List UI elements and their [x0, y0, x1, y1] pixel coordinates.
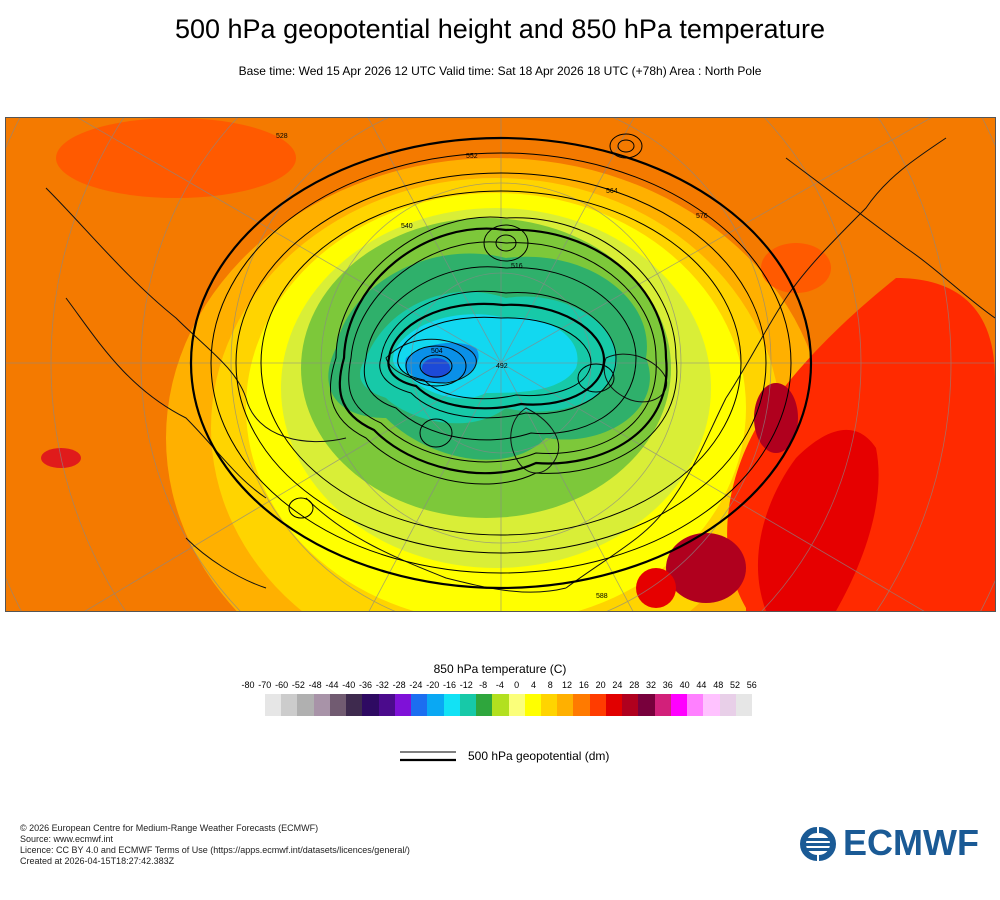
source-text: Source: www.ecmwf.int	[20, 834, 114, 844]
colorbar-swatch	[476, 694, 493, 716]
colorbar-swatch	[427, 694, 444, 716]
legend-tick-label: 52	[729, 680, 741, 690]
colorbar-swatch	[394, 694, 412, 716]
colorbar-swatch	[524, 694, 541, 716]
contour-label: 552	[466, 153, 478, 160]
contour-label: 504	[431, 348, 443, 355]
temp-region	[754, 383, 798, 453]
colorbar-swatch	[378, 694, 395, 716]
legend-tick-label: -32	[375, 680, 389, 690]
colorbar-swatch	[573, 694, 590, 716]
legend-tick-label: -24	[409, 680, 423, 690]
page-subtitle: Base time: Wed 15 Apr 2026 12 UTC Valid …	[238, 64, 762, 78]
legend-tick-label: 40	[679, 680, 690, 690]
legend-tick-label: 32	[646, 680, 657, 690]
colorbar-swatch	[346, 694, 363, 716]
licence-text: Licence: CC BY 4.0 and ECMWF Terms of Us…	[20, 845, 410, 855]
legend-tick-label: 28	[629, 680, 640, 690]
contour-label: 528	[276, 133, 288, 140]
legend-tick-label: 20	[595, 680, 606, 690]
contour-label: 516	[511, 263, 523, 270]
legend-tick-label: 4	[530, 680, 536, 690]
legend-tick-label: 0	[514, 680, 520, 690]
contour-key: 500 hPa geopotential (dm)	[400, 748, 700, 768]
forecast-map[interactable]: 528 552 576 564 540 516 504 588 492	[5, 117, 996, 612]
colorbar-swatch	[540, 694, 558, 716]
contour-label: 564	[606, 188, 618, 195]
colorbar-swatch	[281, 694, 298, 716]
contour-label: 492	[496, 363, 508, 370]
colorbar-swatch	[703, 694, 720, 716]
temp-region	[757, 429, 879, 611]
contour-label: 576	[696, 213, 708, 220]
colorbar-swatch	[297, 694, 314, 716]
legend-tick-label: 24	[612, 680, 623, 690]
contour-key-label: 500 hPa geopotential (dm)	[468, 749, 610, 763]
legend-tick-label: 36	[662, 680, 673, 690]
colorbar-swatch	[443, 694, 460, 716]
colorbar-swatch	[492, 694, 509, 716]
temp-region	[666, 533, 746, 603]
colorbar-swatch	[265, 694, 282, 716]
legend-tick-label: 56	[746, 680, 757, 690]
legend-title: 850 hPa temperature (C)	[433, 662, 567, 676]
legend-tick-label: -80	[241, 680, 255, 690]
legend-tick-label: -8	[479, 680, 488, 690]
copyright-text: © 2026 European Centre for Medium-Range …	[20, 823, 319, 833]
legend-ticks: -80 -70 -60 -52 -48 -44 -40 -36 -32 -28 -24 -20 -16-…	[240, 680, 760, 694]
legend-tick-label: 16	[578, 680, 589, 690]
legend-tick-label: -12	[459, 680, 473, 690]
colorbar-swatch	[459, 694, 477, 716]
ecmwf-logo-text: ECMWF	[843, 822, 979, 863]
ecmwf-logo-icon	[800, 827, 836, 861]
colorbar-swatch	[508, 694, 525, 716]
temp-region	[761, 243, 831, 293]
legend-tick-label: -36	[359, 680, 373, 690]
temp-region	[56, 118, 296, 198]
legend-tick-label: -20	[426, 680, 440, 690]
map-canvas: 528 552 576 564 540 516 504 588 492	[6, 118, 995, 611]
legend-tick-label: 48	[713, 680, 724, 690]
colorbar-swatch	[654, 694, 671, 716]
legend-tick-label: -16	[443, 680, 457, 690]
legend-tick-label: -52	[291, 680, 305, 690]
geopotential-contours-bold	[189, 136, 813, 590]
legend-tick-label: -48	[308, 680, 322, 690]
colorbar-swatch	[670, 694, 688, 716]
temp-region	[636, 568, 676, 608]
colorbar-swatch	[589, 694, 606, 716]
colorbar-swatch	[687, 694, 704, 716]
colorbar-swatch	[605, 694, 623, 716]
contour-label: 540	[401, 223, 413, 230]
colorbar-swatch	[735, 694, 753, 716]
legend-tick-label: 44	[696, 680, 707, 690]
legend-tick-label: -70	[258, 680, 272, 690]
legend-tick-label: -4	[495, 680, 504, 690]
legend-colorbar	[265, 694, 753, 716]
legend-tick-label: 8	[547, 680, 553, 690]
colorbar-swatch	[329, 694, 347, 716]
contour-label: 588	[596, 593, 608, 600]
colorbar-swatch	[313, 694, 330, 716]
created-text: Created at 2026-04-15T18:27:42.383Z	[20, 856, 175, 866]
colorbar-swatch	[622, 694, 639, 716]
legend-tick-label: -28	[392, 680, 406, 690]
legend-tick-label: -60	[275, 680, 289, 690]
legend-tick-label: -44	[325, 680, 339, 690]
colorbar-swatch	[638, 694, 655, 716]
colorbar-swatch	[557, 694, 574, 716]
contour-key-lines	[400, 751, 456, 762]
colorbar-swatch	[719, 694, 736, 716]
page-title: 500 hPa geopotential height and 850 hPa …	[174, 14, 825, 44]
ecmwf-logo: ECMWF	[795, 822, 985, 863]
credits: © 2026 European Centre for Medium-Range …	[20, 823, 410, 867]
legend-tick-label: -40	[342, 680, 356, 690]
contour-labels: 528 552 576 564 540 516 504 588 492	[276, 133, 708, 600]
legend-tick-label: 12	[562, 680, 573, 690]
geopotential-contours	[210, 133, 792, 574]
colorbar-swatch	[411, 694, 428, 716]
colorbar-swatch	[362, 694, 379, 716]
